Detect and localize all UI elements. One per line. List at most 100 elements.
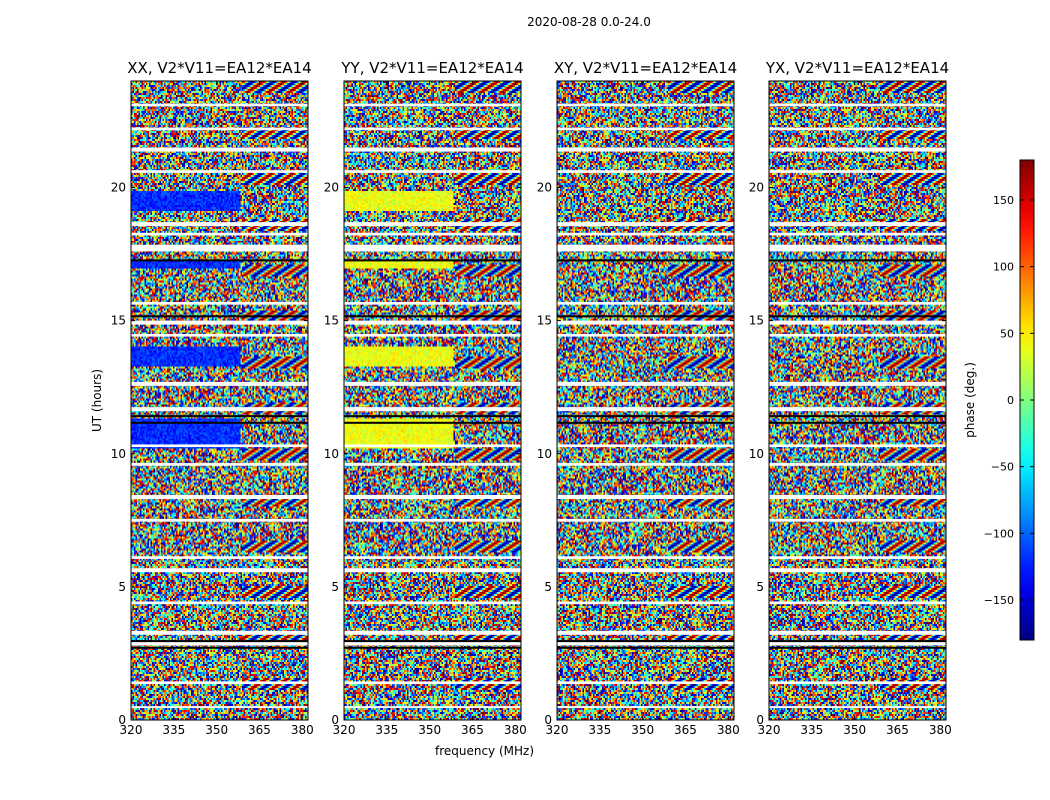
colorbar-tick-label: −50 (991, 461, 1014, 474)
flagged-gap (344, 320, 521, 325)
flagged-line (344, 640, 521, 643)
flagged-gap (344, 568, 521, 573)
flagged-gap (344, 301, 521, 305)
flagged-line (769, 315, 946, 318)
panel-title: YY, V2*V11=EA12*EA14 (340, 59, 523, 77)
flagged-gap (131, 320, 308, 325)
phase-heatmap (769, 81, 946, 720)
x-tick-label: 380 (929, 723, 952, 737)
flagged-gap (131, 706, 308, 709)
flagged-line (344, 415, 521, 418)
flagged-line (131, 646, 308, 649)
colorbar-label: phase (deg.) (963, 362, 977, 438)
y-tick-label: 5 (331, 580, 339, 594)
flagged-line (769, 646, 946, 649)
y-tick-label: 0 (756, 713, 764, 727)
flagged-gap (557, 556, 734, 559)
y-tick-label: 15 (111, 314, 126, 328)
x-tick-label: 335 (162, 723, 185, 737)
flagged-gap (557, 444, 734, 448)
flagged-gap (131, 103, 308, 107)
x-tick-label: 335 (375, 723, 398, 737)
flagged-gap (131, 681, 308, 685)
x-tick-label: 365 (461, 723, 484, 737)
x-tick-label: 350 (205, 723, 228, 737)
y-tick-label: 10 (324, 447, 339, 461)
colorbar-tick-label: 50 (1000, 327, 1014, 340)
x-tick-label: 365 (674, 723, 697, 737)
flagged-gap (131, 556, 308, 559)
flagged-gap (131, 381, 308, 386)
flagged-gap (344, 556, 521, 559)
flagged-line (557, 646, 734, 649)
panel-2: 320 335 350 365 380 0 5 10 15 20 XY, V2*V11=EA12*E… (537, 59, 740, 737)
flagged-line (131, 415, 308, 418)
flagged-gap (769, 463, 946, 466)
flagged-line (769, 421, 946, 424)
y-tick-label: 5 (544, 580, 552, 594)
flagged-gap (557, 103, 734, 107)
phase-heatmap (344, 81, 521, 720)
x-tick-label: 380 (717, 723, 740, 737)
flagged-gap (557, 127, 734, 131)
x-tick-label: 320 (333, 723, 356, 737)
flagged-gap (344, 170, 521, 173)
flagged-line (131, 640, 308, 643)
flagged-gap (557, 222, 734, 227)
flagged-gap (557, 706, 734, 709)
y-tick-label: 20 (749, 181, 764, 195)
colorbar-tick-label: 150 (993, 194, 1014, 207)
x-tick-label: 350 (418, 723, 441, 737)
x-tick-label: 320 (120, 723, 143, 737)
flagged-line (769, 415, 946, 418)
flagged-gap (769, 381, 946, 386)
phase-heatmap (557, 81, 734, 720)
y-tick-label: 10 (749, 447, 764, 461)
colorbar-tick-label: 0 (1007, 394, 1014, 407)
flagged-gap (769, 170, 946, 173)
panel-3: 320 335 350 365 380 0 5 10 15 20 YX, V2*V11=EA12*E… (749, 59, 952, 737)
flagged-gap (131, 601, 308, 605)
y-tick-label: 15 (749, 314, 764, 328)
flagged-gap (131, 244, 308, 252)
flagged-gap (344, 381, 521, 386)
y-tick-label: 5 (118, 580, 126, 594)
flagged-gap (344, 103, 521, 107)
flagged-gap (344, 222, 521, 227)
y-tick-label: 10 (537, 447, 552, 461)
flagged-gap (344, 706, 521, 709)
flagged-line (769, 640, 946, 643)
flagged-line (344, 259, 521, 262)
flagged-gap (344, 444, 521, 448)
phase-heatmap (131, 81, 308, 720)
flagged-gap (131, 407, 308, 412)
flagged-gap (557, 232, 734, 236)
flagged-gap (344, 232, 521, 236)
flagged-gap (131, 222, 308, 227)
flagged-gap (344, 333, 521, 337)
colorbar-tick-label: 100 (993, 261, 1014, 274)
flagged-gap (131, 127, 308, 131)
x-tick-label: 380 (504, 723, 527, 737)
flagged-gap (769, 444, 946, 448)
flagged-gap (344, 127, 521, 131)
flagged-gap (769, 127, 946, 131)
plot-frame (556, 80, 735, 721)
flagged-gap (131, 495, 308, 500)
x-tick-label: 350 (843, 723, 866, 737)
y-tick-label: 20 (324, 181, 339, 195)
flagged-gap (344, 681, 521, 685)
flagged-gap (131, 333, 308, 337)
x-tick-label: 380 (291, 723, 314, 737)
flagged-gap (131, 444, 308, 448)
flagged-line (344, 421, 521, 424)
y-tick-label: 5 (756, 580, 764, 594)
colorbar: 150 100 50 0 −50 −100 −150 phase (deg.) (963, 159, 1035, 641)
x-tick-label: 365 (248, 723, 271, 737)
flagged-gap (557, 244, 734, 252)
flagged-gap (769, 601, 946, 605)
flagged-line (131, 421, 308, 424)
flagged-gap (769, 222, 946, 227)
panel-0: 320 335 350 365 380 0 5 10 15 20 XX, V2*V11=EA12*E… (90, 59, 314, 737)
flagged-line (769, 259, 946, 262)
